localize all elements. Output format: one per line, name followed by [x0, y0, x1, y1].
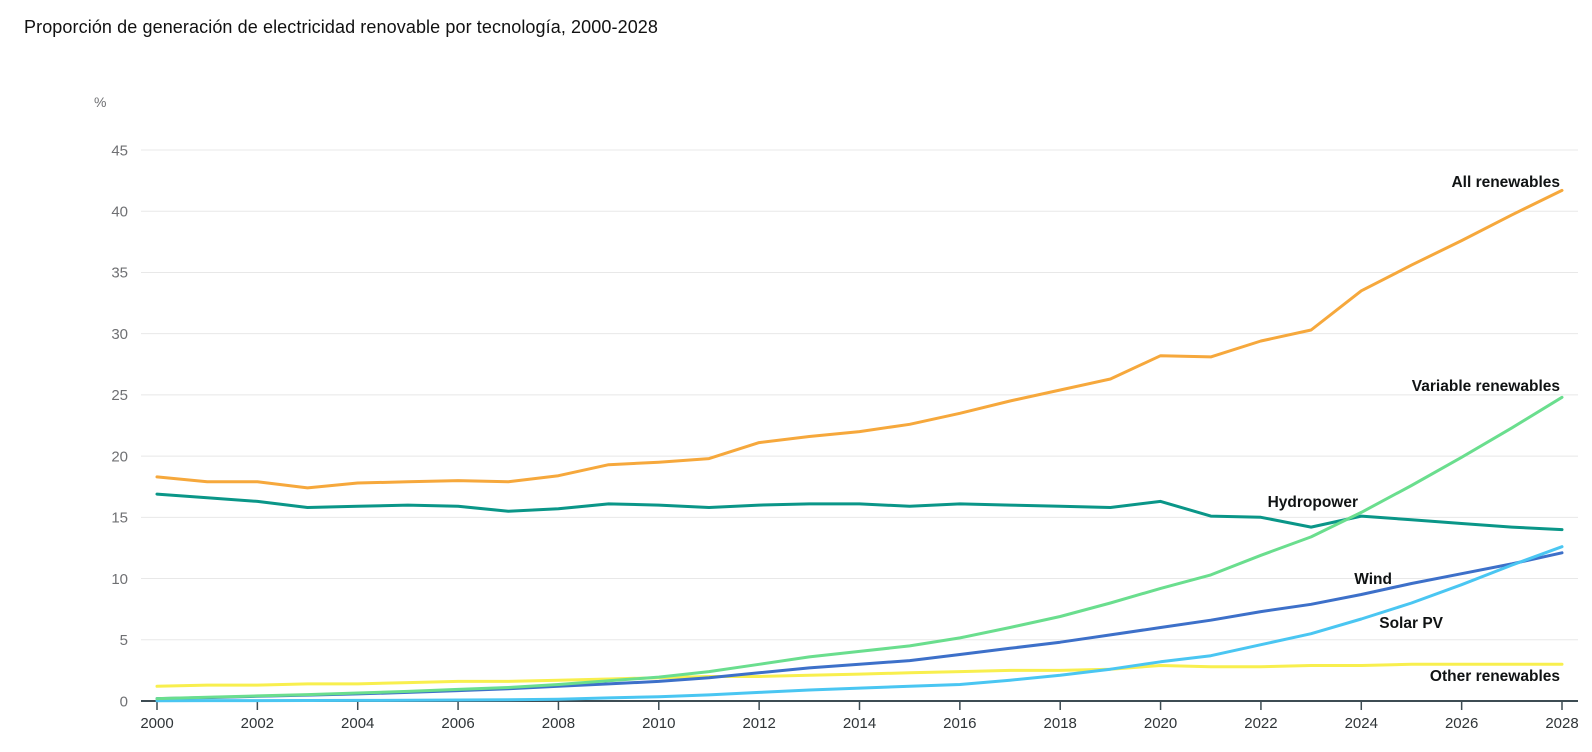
y-tick-label: 0: [120, 693, 128, 710]
y-tick-label: 25: [111, 387, 128, 404]
series-label-variable-renewables: Variable renewables: [1412, 378, 1560, 395]
x-tick-label: 2006: [441, 715, 474, 732]
x-tick-label: 2022: [1244, 715, 1277, 732]
x-tick-label: 2002: [241, 715, 274, 732]
y-tick-label: 40: [111, 203, 128, 220]
y-tick-label: 45: [111, 142, 128, 159]
series-line-all-renewables: [155, 188, 1564, 490]
series-line-solar-pv: [155, 545, 1564, 703]
series-line-variable-renewables: [155, 395, 1564, 701]
series-line-other-renewables: [155, 662, 1564, 688]
x-tick-label: 2000: [140, 715, 173, 732]
x-tick-label: 2024: [1345, 715, 1378, 732]
y-tick-label: 20: [111, 448, 128, 465]
series-line-wind: [155, 551, 1564, 701]
x-tick-label: 2018: [1044, 715, 1077, 732]
chart-title: Proporción de generación de electricidad…: [24, 17, 659, 37]
y-axis-unit-label: %: [94, 94, 106, 110]
x-tick-label: 2020: [1144, 715, 1177, 732]
y-tick-label: 5: [120, 632, 128, 649]
x-tick-label: 2012: [742, 715, 775, 732]
series-label-wind: Wind: [1354, 571, 1392, 588]
x-tick-label: 2028: [1545, 715, 1578, 732]
y-tick-label: 35: [111, 265, 128, 282]
y-tick-label: 30: [111, 326, 128, 343]
series-label-all-renewables: All renewables: [1451, 174, 1560, 191]
series-label-solar-pv: Solar PV: [1379, 615, 1443, 632]
x-tick-label: 2008: [542, 715, 575, 732]
x-tick-label: 2016: [943, 715, 976, 732]
series-label-other-renewables: Other renewables: [1430, 668, 1560, 685]
x-tick-label: 2010: [642, 715, 675, 732]
x-tick-label: 2014: [843, 715, 876, 732]
y-tick-label: 15: [111, 510, 128, 527]
series-label-hydropower: Hydropower: [1268, 494, 1358, 511]
series-line-hydropower: [155, 492, 1564, 532]
x-tick-label: 2004: [341, 715, 374, 732]
y-tick-label: 10: [111, 571, 128, 588]
x-tick-label: 2026: [1445, 715, 1478, 732]
